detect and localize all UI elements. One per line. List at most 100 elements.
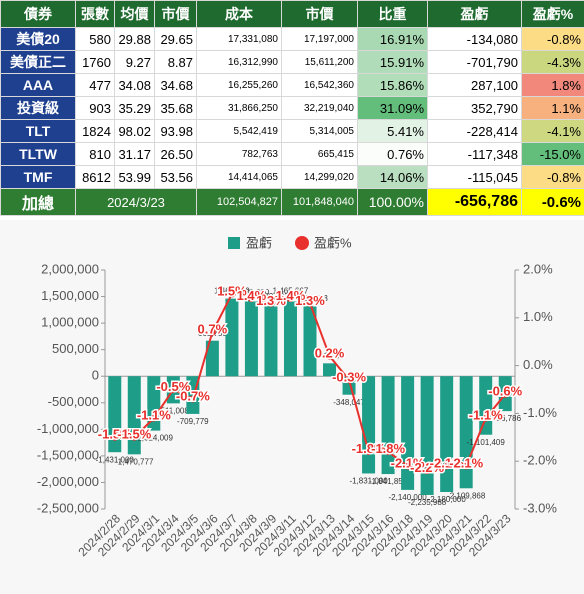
table-row: 加總 2024/3/23 102,504,827 101,848,040 100.00%… xyxy=(0,188,584,216)
bar-value-label: 1,438,000 xyxy=(234,288,270,297)
y-tick-label: -2,000,000 xyxy=(37,474,99,489)
y2-tick-label: 0.0% xyxy=(523,357,553,372)
y-tick-label: 500,000 xyxy=(52,341,99,356)
bar-value-label: -1,431,000 xyxy=(96,455,135,464)
pct-point xyxy=(404,462,412,470)
y-tick-label: 1,500,000 xyxy=(41,288,99,303)
data-cell: 32,219,040 xyxy=(281,96,358,120)
pct-point xyxy=(423,467,431,475)
pct-point xyxy=(365,448,373,456)
data-cell: 16.91% xyxy=(357,27,428,51)
pct-value-label: 1.4% xyxy=(237,288,267,303)
bar-value-label: -1,101,409 xyxy=(467,438,506,447)
data-cell: 810 xyxy=(75,142,115,166)
pct-point xyxy=(286,295,294,303)
header-cell: 債券 xyxy=(0,0,76,28)
data-cell: 5,314,005 xyxy=(281,119,358,143)
pct-value-label: -0.7% xyxy=(176,388,210,403)
pct-value-label: 1.3% xyxy=(295,293,325,308)
data-cell: 14,414,065 xyxy=(196,165,282,189)
pct-value-label: 0.7% xyxy=(198,322,228,337)
bar-value-label: -2,140,000 xyxy=(388,493,427,502)
bar xyxy=(225,298,239,377)
bond-name: TLT xyxy=(0,119,76,143)
pct-value-label: -1.8% xyxy=(352,441,386,456)
table-row: 債券 張數 均價 市價 成本 市價 比重 盈虧 盈虧% xyxy=(0,0,584,28)
bar-value-label: -511,008 xyxy=(158,406,190,415)
bar xyxy=(459,376,473,489)
y-tick-label: 2,000,000 xyxy=(41,261,99,276)
pct-value-label: 1.5% xyxy=(217,283,247,298)
data-cell: 1760 xyxy=(75,50,115,74)
pct-point xyxy=(345,376,353,384)
bar-value-label: 1,325,523 xyxy=(292,294,328,303)
bar-value-label: -709,779 xyxy=(177,417,209,426)
pct-point xyxy=(150,414,158,422)
pct-value-label: -2.2% xyxy=(410,460,444,475)
bar xyxy=(323,363,337,377)
data-cell: 15.91% xyxy=(357,50,428,74)
data-cell: 477 xyxy=(75,73,115,97)
bond-name: TMF xyxy=(0,165,76,189)
header-cell: 盈虧% xyxy=(521,0,584,28)
table-row: 投資級 903 35.29 35.68 31,866,250 32,219,040 31.0… xyxy=(0,96,584,120)
legend-label: 盈虧% xyxy=(314,235,352,250)
bar-value-label: -2,180,000 xyxy=(428,495,467,504)
pct-value-label: -2.1% xyxy=(391,455,425,470)
pct-value-label: 1.4% xyxy=(276,288,306,303)
data-cell: 31.09% xyxy=(357,96,428,120)
pct-point xyxy=(228,290,236,298)
y-tick-label: -500,000 xyxy=(48,394,99,409)
bar xyxy=(381,376,395,475)
y-tick-label: -1,500,000 xyxy=(37,447,99,462)
y-tick-label: 1,000,000 xyxy=(41,315,99,330)
data-cell: 287,100 xyxy=(427,73,522,97)
pct-value-label: -1.1% xyxy=(137,408,171,423)
pct-point xyxy=(462,462,470,470)
data-cell: 1.8% xyxy=(521,73,584,97)
header-cell: 比重 xyxy=(357,0,428,28)
data-cell: -701,790 xyxy=(427,50,522,74)
total-date: 2024/3/23 xyxy=(75,188,197,216)
data-cell: -0.8% xyxy=(521,27,584,51)
header-cell: 市價 xyxy=(154,0,197,28)
pct-point xyxy=(482,414,490,422)
pct-value-label: -1.5% xyxy=(98,427,132,442)
pct-point xyxy=(111,433,119,441)
header-cell: 盈虧 xyxy=(427,0,522,28)
data-cell: 31,866,250 xyxy=(196,96,282,120)
y2-tick-label: 1.0% xyxy=(523,309,553,324)
pct-point xyxy=(247,295,255,303)
legend-swatch xyxy=(228,237,240,249)
pct-value-label: 0.2% xyxy=(315,345,345,360)
data-cell: -0.8% xyxy=(521,165,584,189)
bar xyxy=(108,376,122,453)
bar xyxy=(244,299,258,377)
pct-value-label: -2.1% xyxy=(449,455,483,470)
data-cell: 16,542,360 xyxy=(281,73,358,97)
bar xyxy=(362,376,376,474)
total-value: 101,848,040 xyxy=(281,188,358,216)
bar-value-label: -1,831,000 xyxy=(349,477,388,486)
holdings-table: 債券 張數 均價 市價 成本 市價 比重 盈虧 盈虧% 美債20 580 29.88 29.65 17,3… xyxy=(0,0,584,216)
bar-value-label: -348,047 xyxy=(333,398,365,407)
bar-value-label: -656,786 xyxy=(489,414,521,423)
y-tick-label: 0 xyxy=(92,368,99,383)
header-cell: 張數 xyxy=(75,0,115,28)
pct-point xyxy=(443,462,451,470)
bond-name: TLTW xyxy=(0,142,76,166)
data-cell: 35.68 xyxy=(154,96,197,120)
bar xyxy=(479,376,493,435)
header-cell: 成本 xyxy=(196,0,282,28)
y-tick-label: -2,500,000 xyxy=(37,500,99,515)
table-row: AAA 477 34.08 34.68 16,255,260 16,542,360 15.8… xyxy=(0,73,584,97)
y2-tick-label: -3.0% xyxy=(523,500,557,515)
bond-name: 美債20 xyxy=(0,27,76,51)
y2-tick-label: 2.0% xyxy=(523,261,553,276)
pct-point xyxy=(501,390,509,398)
y2-tick-label: -2.0% xyxy=(523,453,557,468)
data-cell: 1824 xyxy=(75,119,115,143)
pct-value-label: -0.3% xyxy=(332,369,366,384)
data-cell: 665,415 xyxy=(281,142,358,166)
